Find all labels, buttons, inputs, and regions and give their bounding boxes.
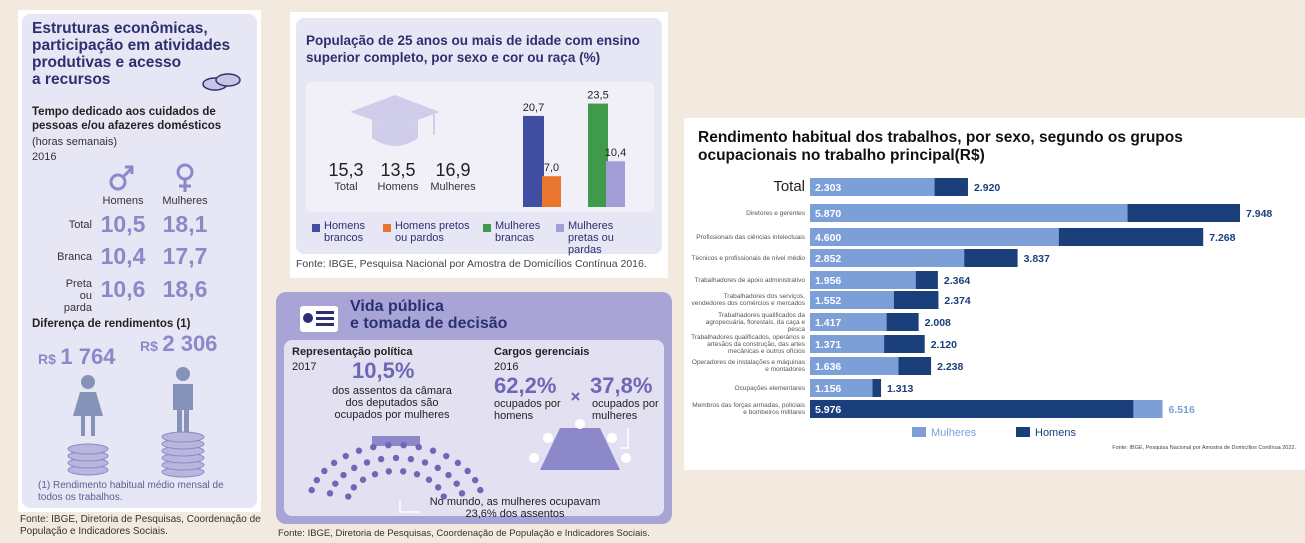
cell: 18,1 bbox=[162, 211, 208, 237]
category-label: Total bbox=[773, 178, 805, 195]
currency: R$ bbox=[38, 351, 56, 367]
source: Fonte: IBGE, Diretoria de Pesquisas, Coo… bbox=[278, 528, 650, 539]
cell: 17,7 bbox=[162, 243, 208, 269]
legend-label: Homens pretos ou pardos bbox=[395, 220, 470, 244]
card-inner bbox=[22, 14, 257, 508]
stat: 37,8% bbox=[590, 373, 653, 398]
year: 2016 bbox=[494, 361, 519, 373]
summary: 13,5 Homens bbox=[372, 160, 424, 193]
legend-label: Homens brancos bbox=[324, 220, 365, 244]
section-title: Representação política bbox=[292, 346, 413, 358]
title-line: População de 25 anos ou mais de idade co… bbox=[306, 33, 640, 48]
stat: 10,5% bbox=[352, 358, 415, 383]
title-line: a recursos bbox=[32, 71, 111, 88]
world-text: No mundo, as mulheres ocupavam 23,6% dos… bbox=[429, 496, 601, 520]
cell: 18,6 bbox=[162, 276, 208, 302]
row-label: Total bbox=[68, 219, 92, 231]
category-label: Técnicos e profissionais de nível médio bbox=[691, 254, 805, 262]
section-title: Cargos gerenciais bbox=[494, 346, 590, 358]
summary-value: 13,5 bbox=[380, 160, 416, 180]
panel-title: Vida pública e tomada de decisão bbox=[350, 298, 507, 332]
source: Fonte: IBGE, Pesquisa Nacional por Amost… bbox=[296, 258, 647, 270]
row-label: Branca bbox=[57, 251, 92, 263]
title-line: superior completo, por sexo e cor ou raç… bbox=[306, 50, 601, 65]
title-line: Rendimento habitual dos trabalhos, por s… bbox=[698, 129, 1183, 146]
category-label: Diretores e gerentes bbox=[746, 209, 805, 217]
section-title: Tempo dedicado aos cuidados de pessoas e… bbox=[32, 106, 222, 132]
year: 2017 bbox=[292, 361, 317, 373]
currency: R$ bbox=[140, 338, 158, 354]
category-label: Profissionais das ciências intelectuais bbox=[696, 233, 805, 241]
category-label: Trabalhadores dos serviços, vendedores d… bbox=[691, 293, 805, 307]
summary-label: Total bbox=[334, 181, 358, 193]
stat-text: dos assentos da câmara dos deputados são… bbox=[332, 385, 452, 421]
title-line: Estruturas econômicas, bbox=[32, 20, 208, 37]
summary: 15,3 Total bbox=[322, 160, 370, 193]
stat-text: ocupados por homens bbox=[494, 398, 561, 422]
chart-title: Rendimento habitual dos trabalhos, por s… bbox=[698, 129, 1183, 165]
summary-label: Homens bbox=[377, 181, 419, 193]
summary-label: Mulheres bbox=[430, 181, 476, 193]
title-line: Vida pública bbox=[350, 298, 444, 315]
stat: 62,2% bbox=[494, 373, 557, 398]
cell: 10,4 bbox=[100, 243, 146, 269]
stat-text: ocupados por mulheres bbox=[592, 398, 659, 422]
category-label: Trabalhadores qualificados, operários e … bbox=[691, 333, 805, 355]
column-header: Mulheres bbox=[162, 195, 208, 207]
source: Fonte: IBGE, Diretoria de Pesquisas, Coo… bbox=[20, 514, 261, 537]
panel-title: Estruturas econômicas, participação em a… bbox=[32, 20, 230, 88]
summary-value: 16,9 bbox=[435, 160, 471, 180]
category-label: Membros das forças armadas, policiais e … bbox=[692, 402, 805, 416]
section-title: Diferença de rendimentos (1) bbox=[32, 318, 191, 330]
income-value: R$ 1 764 bbox=[38, 344, 115, 370]
income-value: R$ 2 306 bbox=[140, 331, 217, 357]
amount: 2 306 bbox=[162, 331, 218, 356]
cell: 10,6 bbox=[100, 276, 146, 302]
source: Fonte: IBGE, Pesquisa Nacional por Amost… bbox=[1112, 445, 1296, 451]
cell: 10,5 bbox=[100, 211, 146, 237]
title-line: participação em atividades bbox=[32, 37, 231, 54]
footnote: (1) Rendimento habitual médio mensal de … bbox=[38, 480, 224, 503]
category-label: Operadores de instalações e máquinas e m… bbox=[691, 359, 805, 373]
title-line: produtivas e acesso bbox=[32, 54, 182, 71]
row-label: Preta ou parda bbox=[63, 278, 92, 314]
legend-label: Mulheres brancas bbox=[495, 220, 541, 244]
year: 2016 bbox=[32, 151, 57, 163]
summary: 16,9 Mulheres bbox=[424, 160, 482, 193]
column-header: Homens bbox=[102, 195, 144, 207]
card-inner bbox=[284, 340, 664, 516]
chart-title: População de 25 anos ou mais de idade co… bbox=[306, 32, 640, 66]
legend-label: Mulheres pretas ou pardas bbox=[568, 220, 614, 256]
category-label: Trabalhadores qualificados da agropecuár… bbox=[705, 311, 805, 333]
title-line: e tomada de decisão bbox=[350, 315, 508, 332]
amount: 1 764 bbox=[60, 344, 116, 369]
unit: (horas semanais) bbox=[32, 136, 117, 148]
summary-value: 15,3 bbox=[328, 160, 364, 180]
title-line: ocupacionais no trabalho principal(R$) bbox=[698, 147, 985, 164]
category-label: Ocupações elementares bbox=[734, 384, 805, 392]
category-label: Trabalhadores de apoio administrativo bbox=[694, 276, 805, 284]
